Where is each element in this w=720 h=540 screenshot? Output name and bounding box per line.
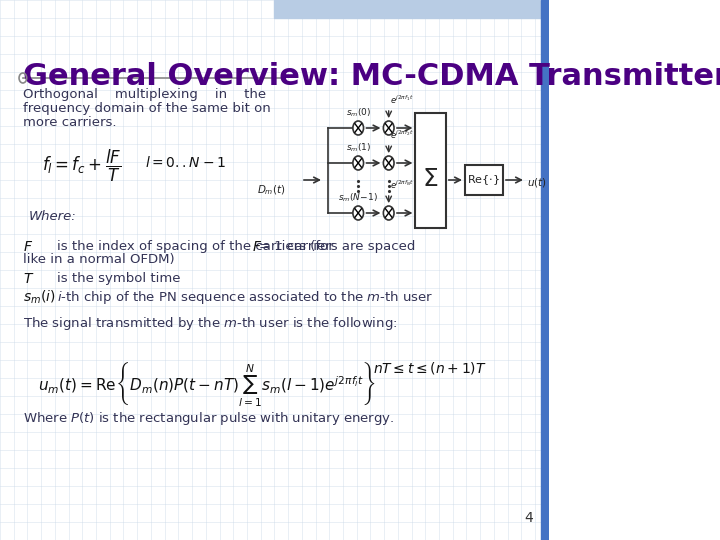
Text: 4: 4 <box>525 511 534 525</box>
Circle shape <box>383 206 394 220</box>
Circle shape <box>353 121 364 135</box>
Text: like in a normal OFDM): like in a normal OFDM) <box>23 253 174 266</box>
Text: Orthogonal    multiplexing    in    the: Orthogonal multiplexing in the <box>23 88 266 101</box>
Text: $s_m(1)$: $s_m(1)$ <box>346 141 371 154</box>
Text: = 1 carriers are spaced: = 1 carriers are spaced <box>259 240 415 253</box>
Text: $\Sigma$: $\Sigma$ <box>423 166 438 191</box>
Bar <box>541 0 549 540</box>
Text: $\mathrm{Re}\{\cdot\}$: $\mathrm{Re}\{\cdot\}$ <box>467 173 500 187</box>
Text: $i$-th chip of the PN sequence associated to the $m$-th user: $i$-th chip of the PN sequence associate… <box>57 289 433 306</box>
Text: $s_m(0)$: $s_m(0)$ <box>346 106 371 119</box>
Text: $e^{j2\pi f_1 t}$: $e^{j2\pi f_1 t}$ <box>390 93 414 106</box>
Bar <box>415 113 446 228</box>
Text: $u(t)$: $u(t)$ <box>528 176 547 189</box>
Text: $e^{j2\pi f_N t}$: $e^{j2\pi f_N t}$ <box>390 179 415 191</box>
Text: $D_m(t)$: $D_m(t)$ <box>257 183 286 197</box>
Circle shape <box>383 121 394 135</box>
Text: $l = 0..N-1$: $l = 0..N-1$ <box>145 155 226 170</box>
Text: $f_l = f_c + \dfrac{lF}{T}$: $f_l = f_c + \dfrac{lF}{T}$ <box>42 148 122 184</box>
Text: $T$: $T$ <box>23 272 35 286</box>
Text: $s_m(N\!-\!1)$: $s_m(N\!-\!1)$ <box>338 192 378 204</box>
Text: $u_m(t) = \mathrm{Re}\left\{ D_m(n) P(t - nT) \sum_{l=1}^{N} s_m(l-1) e^{j2\pi f: $u_m(t) = \mathrm{Re}\left\{ D_m(n) P(t … <box>38 360 376 408</box>
Text: The signal transmitted by the $m$-th user is the following:: The signal transmitted by the $m$-th use… <box>23 315 397 332</box>
Circle shape <box>383 156 394 170</box>
Text: $F$: $F$ <box>23 240 33 254</box>
Text: more carriers.: more carriers. <box>23 116 117 129</box>
Circle shape <box>353 156 364 170</box>
Text: $s_m(i)$: $s_m(i)$ <box>23 289 55 306</box>
Text: Where $P(t)$ is the rectangular pulse with unitary energy.: Where $P(t)$ is the rectangular pulse wi… <box>23 410 395 427</box>
Bar <box>274 0 543 18</box>
Text: $F$: $F$ <box>251 240 261 254</box>
Text: $nT \leq t \leq (n+1)T$: $nT \leq t \leq (n+1)T$ <box>374 360 487 376</box>
Text: frequency domain of the same bit on: frequency domain of the same bit on <box>23 102 271 115</box>
Bar <box>465 165 503 195</box>
Circle shape <box>353 206 364 220</box>
Text: Where:: Where: <box>29 210 77 223</box>
Text: is the index of spacing of the carriers (for: is the index of spacing of the carriers … <box>57 240 334 253</box>
Text: General Overview: MC-CDMA Transmitter: General Overview: MC-CDMA Transmitter <box>23 62 720 91</box>
Text: $e^{j2\pi f_2 t}$: $e^{j2\pi f_2 t}$ <box>390 129 414 141</box>
Text: is the symbol time: is the symbol time <box>57 272 181 285</box>
